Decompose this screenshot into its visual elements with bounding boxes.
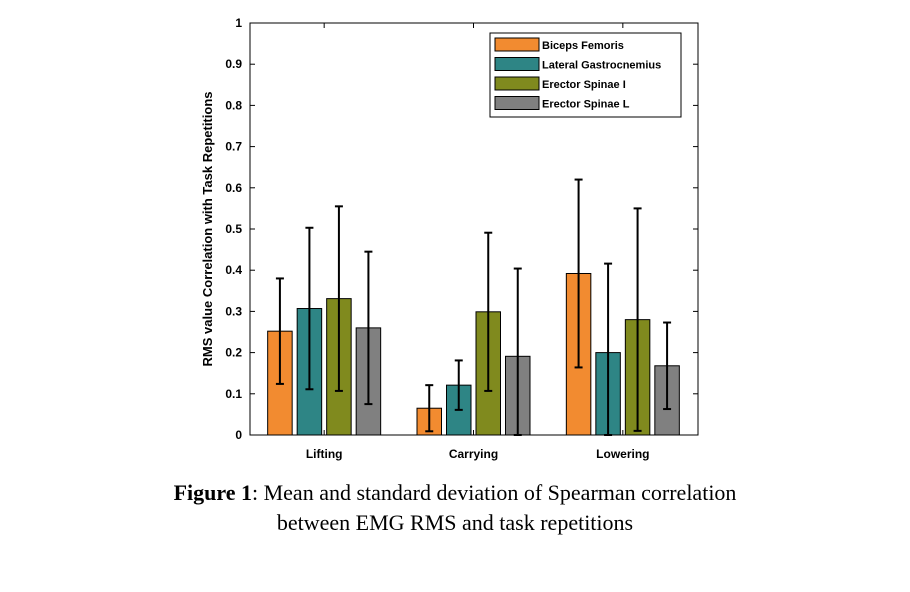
legend-entry: Lateral Gastrocnemius bbox=[542, 60, 661, 72]
y-axis-label: RMS value Correlation with Task Repetiti… bbox=[200, 92, 215, 367]
legend-entry: Erector Spinae I bbox=[542, 79, 626, 91]
x-tick-label: Carrying bbox=[449, 447, 498, 461]
y-tick-label: 0.5 bbox=[225, 222, 242, 236]
legend: Biceps Femoris Lateral Gastrocnemius Erect… bbox=[489, 32, 682, 118]
caption-text: : Mean and standard deviation of Spearma… bbox=[251, 480, 737, 505]
x-tick-label: Lifting bbox=[306, 447, 343, 461]
legend-swatch bbox=[494, 37, 540, 52]
y-axis: 0 0.1 0.2 0.3 0.4 0.5 0.6 0.7 0.8 0.9 1 bbox=[225, 16, 698, 442]
y-tick-label: 0.6 bbox=[225, 181, 242, 195]
y-tick-label: 0.2 bbox=[225, 346, 242, 360]
legend-swatch bbox=[494, 76, 540, 91]
y-tick-label: 0.9 bbox=[225, 57, 242, 71]
figure-caption: Figure 1: Mean and standard deviation of… bbox=[0, 478, 910, 538]
caption-line2: between EMG RMS and task repetitions bbox=[276, 510, 634, 535]
y-tick-label: 0.8 bbox=[225, 98, 242, 112]
caption-label: Figure 1 bbox=[173, 480, 252, 505]
legend-swatch bbox=[494, 96, 540, 110]
bar-chart: 0 0.1 0.2 0.3 0.4 0.5 0.6 0.7 0.8 0.9 1 Lifting Car… bbox=[200, 16, 699, 461]
x-tick-label: Lowering bbox=[596, 447, 649, 461]
legend-swatch bbox=[494, 57, 540, 71]
y-tick-label: 1 bbox=[235, 16, 242, 30]
x-axis: Lifting Carrying Lowering bbox=[306, 23, 650, 461]
y-tick-label: 0.1 bbox=[225, 387, 242, 401]
bar-series-group bbox=[267, 178, 680, 436]
y-tick-label: 0.4 bbox=[225, 263, 242, 277]
legend-entry: Biceps Femoris bbox=[542, 40, 624, 52]
y-tick-label: 0.3 bbox=[225, 304, 242, 318]
legend-entry: Erector Spinae L bbox=[542, 99, 630, 111]
y-tick-label: 0 bbox=[235, 428, 242, 442]
y-tick-label: 0.7 bbox=[225, 140, 242, 154]
